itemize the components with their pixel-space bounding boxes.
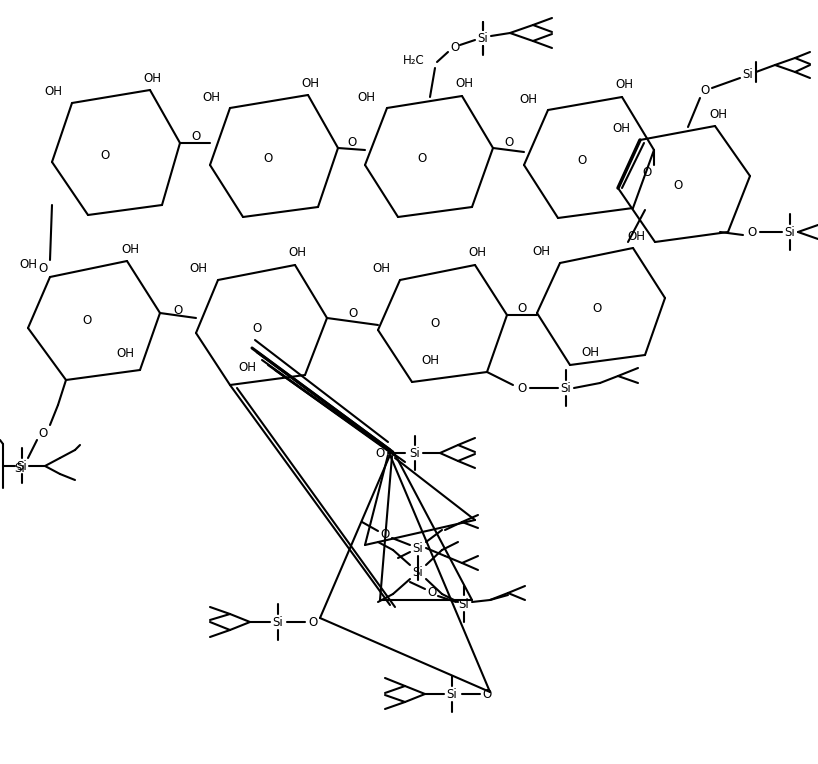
Text: Si: Si [412,565,424,578]
Text: OH: OH [468,245,486,258]
Text: Si: Si [15,461,25,474]
Text: O: O [348,135,357,148]
Text: OH: OH [519,92,537,105]
Text: H₂C: H₂C [403,53,425,66]
Text: OH: OH [238,361,256,374]
Text: OH: OH [615,77,633,90]
Text: Si: Si [410,446,420,459]
Text: Si: Si [16,459,27,472]
Text: O: O [38,426,47,439]
Text: O: O [380,527,389,540]
Text: Si: Si [560,381,572,394]
Text: Si: Si [743,67,753,80]
Text: OH: OH [627,229,645,242]
Text: Si: Si [447,688,457,701]
Text: OH: OH [612,121,630,134]
Text: O: O [348,306,357,319]
Text: O: O [38,261,47,274]
Text: O: O [748,225,757,238]
Text: OH: OH [121,242,139,255]
Text: OH: OH [19,257,37,270]
Text: Si: Si [784,225,795,238]
Text: O: O [451,40,460,53]
Text: O: O [505,135,514,148]
Text: O: O [578,154,587,167]
Text: O: O [592,302,601,315]
Text: OH: OH [202,90,220,103]
Text: OH: OH [421,354,439,367]
Text: OH: OH [709,108,727,121]
Text: OH: OH [532,244,550,257]
Text: O: O [253,322,262,335]
Text: Si: Si [412,542,424,555]
Text: OH: OH [288,245,306,258]
Text: OH: OH [581,345,599,358]
Text: O: O [417,151,427,164]
Text: O: O [101,148,110,161]
Text: O: O [517,302,527,315]
Text: Si: Si [272,616,283,629]
Text: OH: OH [301,76,319,89]
Text: O: O [308,616,317,629]
Text: OH: OH [143,72,161,85]
Text: O: O [430,316,439,329]
Text: O: O [673,179,683,192]
Text: OH: OH [44,85,62,98]
Text: O: O [427,585,437,598]
Text: O: O [517,381,527,394]
Text: OH: OH [455,76,473,89]
Text: OH: OH [357,90,375,103]
Text: O: O [700,83,710,96]
Text: O: O [483,688,492,701]
Text: O: O [83,313,92,326]
Text: Si: Si [459,597,470,610]
Text: O: O [263,151,272,164]
Text: OH: OH [189,261,207,274]
Text: O: O [173,303,182,316]
Text: O: O [642,166,652,179]
Text: Si: Si [478,31,488,44]
Text: OH: OH [116,347,134,360]
Text: O: O [191,130,200,143]
Text: OH: OH [372,261,390,274]
Text: O: O [375,446,384,459]
